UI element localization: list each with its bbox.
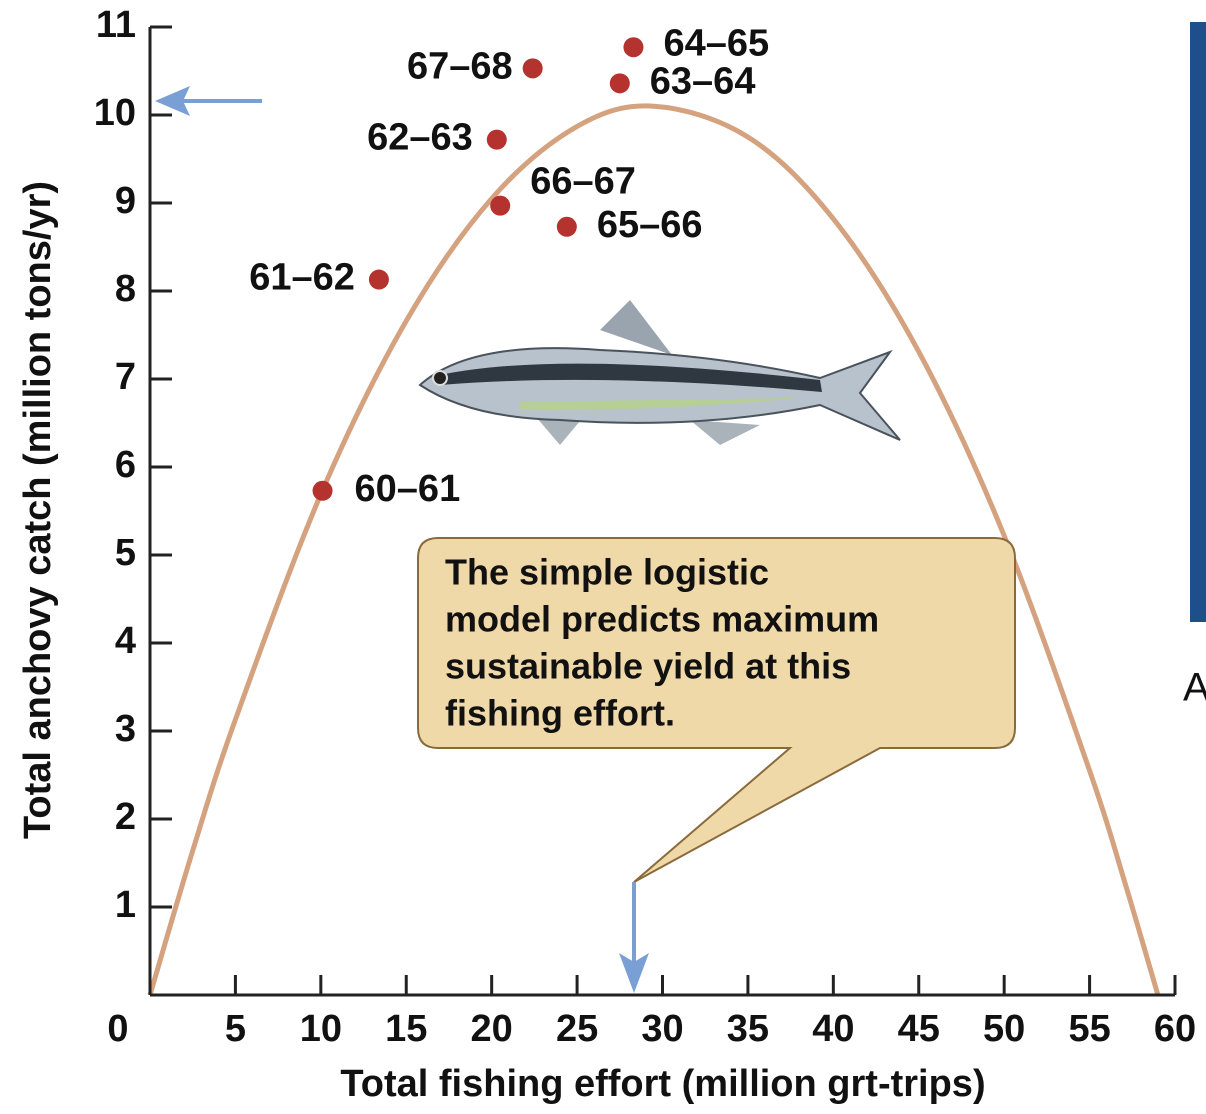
data-point (369, 270, 389, 290)
x-tick-label: 50 (983, 1008, 1025, 1050)
point-label: 66–67 (530, 161, 636, 203)
y-tick-label: 10 (94, 92, 136, 134)
y-axis-title: Total anchovy catch (million tons/yr) (17, 181, 59, 839)
point-label: 60–61 (355, 468, 461, 510)
data-point (487, 130, 507, 150)
point-label: 64–65 (663, 22, 769, 64)
x-tick-label: 35 (727, 1008, 769, 1050)
y-tick-label: 7 (115, 356, 136, 398)
x-tick-label: 10 (300, 1008, 342, 1050)
y-tick-label: 3 (115, 708, 136, 750)
data-point (557, 217, 577, 237)
fish-illustration (420, 300, 900, 445)
y-tick-label: 4 (115, 620, 136, 662)
y-tick-label: 6 (115, 444, 136, 486)
y-tick-label: 9 (115, 180, 136, 222)
x-tick-label: 0 (107, 1008, 128, 1050)
callout-text: sustainable yield at this (445, 646, 851, 687)
y-tick-label: 1 (115, 884, 136, 926)
x-tick-label: 5 (225, 1008, 246, 1050)
x-tick-label: 60 (1154, 1008, 1196, 1050)
y-tick-label: 2 (115, 796, 136, 838)
data-point (610, 73, 630, 93)
y-tick-label: 11 (96, 4, 136, 46)
callout-text: model predicts maximum (445, 599, 879, 640)
point-label: 62–63 (367, 117, 473, 159)
x-tick-label: 45 (898, 1008, 940, 1050)
x-tick-label: 30 (641, 1008, 683, 1050)
x-tick-label: 55 (1068, 1008, 1110, 1050)
point-label: 61–62 (249, 257, 355, 299)
cropped-photo (1190, 22, 1206, 622)
data-point (523, 58, 543, 78)
x-axis-title: Total fishing effort (million grt-trips) (340, 1063, 985, 1105)
y-tick-label: 8 (115, 268, 136, 310)
point-label: 67–68 (407, 45, 513, 87)
cropped-text: A (1183, 666, 1206, 710)
x-tick-label: 15 (385, 1008, 427, 1050)
callout-text: The simple logistic (445, 552, 769, 593)
y-tick-label: 5 (115, 532, 136, 574)
point-label: 65–66 (597, 204, 703, 246)
data-point (313, 481, 333, 501)
point-label: 63–64 (650, 60, 756, 102)
x-tick-label: 20 (471, 1008, 513, 1050)
x-tick-label: 40 (812, 1008, 854, 1050)
x-tick-label: 25 (556, 1008, 598, 1050)
callout-text: fishing effort. (445, 693, 675, 734)
data-point (490, 196, 510, 216)
chart: A Total anchovy catch (million tons/yr) … (0, 0, 1206, 1114)
data-point (623, 37, 643, 57)
